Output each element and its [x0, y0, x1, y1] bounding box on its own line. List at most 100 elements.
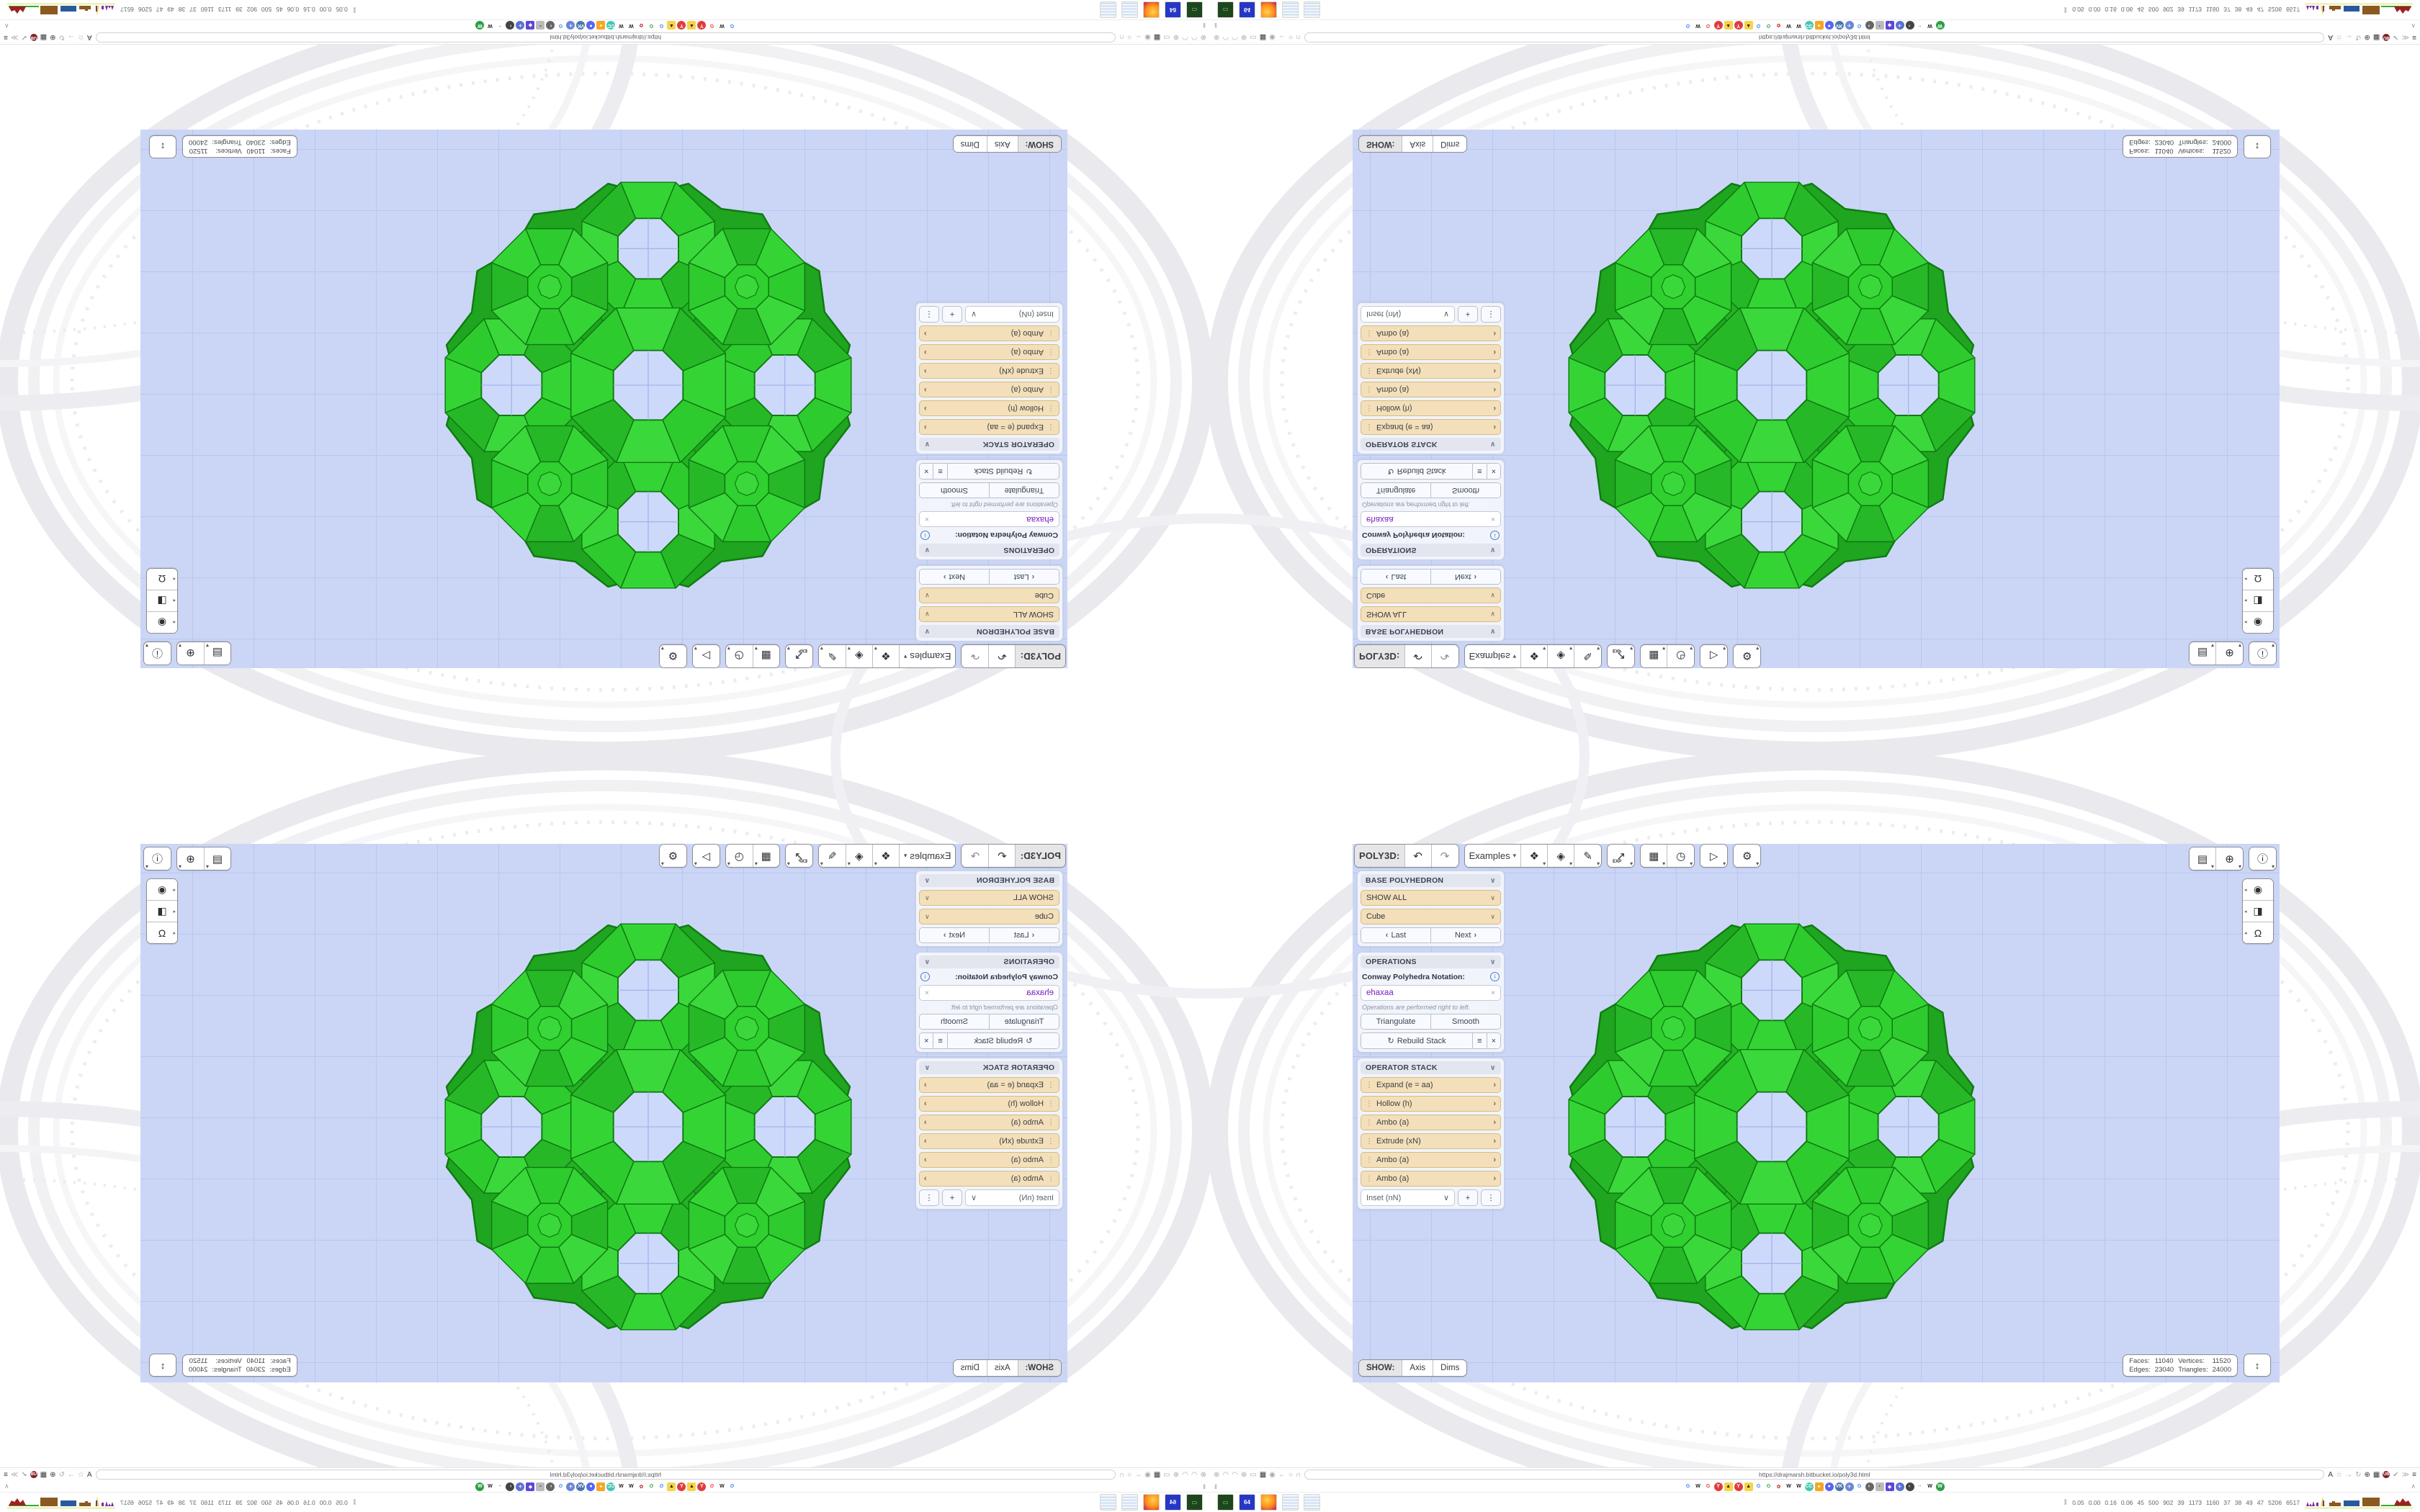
shortcut-firefox[interactable] — [1260, 1, 1277, 18]
snap-magnet-button[interactable]: ◂ Ω — [147, 922, 177, 943]
zoom-icon[interactable]: ⊕ — [1240, 1470, 1247, 1479]
back-arrow-icon[interactable]: ← — [1278, 1470, 1286, 1479]
export-button[interactable]: ↗ EXP ▾ — [1608, 645, 1635, 667]
operator-stack-item[interactable]: ⋮ Hollow (h) › — [1361, 1096, 1501, 1112]
redo-button[interactable]: ↷ — [1431, 845, 1458, 867]
history-clock-icon[interactable]: ◷ ▾ — [1667, 645, 1695, 667]
bookmark-favicon[interactable]: ∙∙ — [1915, 21, 1924, 30]
notation-edit-icon[interactable]: ✎ ▾ — [818, 845, 846, 867]
settings-gear-icon[interactable]: ⚙ ▾ — [1734, 645, 1761, 667]
shortcut-floppy-64[interactable]: 64 — [1239, 1494, 1255, 1511]
dims-toggle-button[interactable]: Dims — [1433, 1360, 1467, 1376]
site-globe-icon[interactable]: ⊕ — [1200, 33, 1206, 42]
zoom-icon[interactable]: ⊕ — [1240, 33, 1247, 42]
back-arrow-icon[interactable]: ← — [1278, 33, 1286, 42]
visibility-eye-button[interactable]: ◂ ◉ — [147, 611, 177, 633]
bookmark-favicon[interactable]: VK — [576, 1482, 586, 1491]
bookmark-favicon[interactable]: ✿ — [1774, 21, 1783, 30]
ublock-badge-icon[interactable]: UB — [2383, 34, 2390, 41]
settings-gear-icon[interactable]: ⚙ ▾ — [1734, 845, 1761, 867]
url-field[interactable]: https://drajmarsh.bitbucket.io/poly3d.ht… — [95, 32, 1116, 42]
operator-stack-item[interactable]: ⋮ Extrude (xN) › — [919, 1133, 1059, 1149]
thumbs-up-icon[interactable]: ✔ — [2393, 33, 2399, 42]
fit-view-button[interactable]: ↕ — [149, 1354, 176, 1377]
triangulate-button[interactable]: Triangulate — [989, 483, 1059, 498]
menu-icon[interactable]: ≡ — [4, 33, 8, 42]
redo-button[interactable]: ↷ — [1431, 645, 1458, 667]
show-all-select[interactable]: SHOW ALL ∨ — [1361, 606, 1501, 622]
reload-icon[interactable]: ↻ — [58, 33, 65, 42]
shortcut-notepad[interactable] — [1121, 1, 1138, 18]
bookmark-favicon[interactable]: ✈ — [566, 21, 575, 30]
ublock-badge-icon[interactable]: UB — [2383, 1471, 2390, 1478]
expand-chevrons-icon[interactable]: ∧ ∧ — [352, 6, 357, 14]
more-chevron-icon[interactable]: ≫ — [10, 33, 19, 42]
shortcut-green-app[interactable]: ▭ — [1186, 1494, 1203, 1511]
add-operator-button[interactable]: + — [942, 1189, 962, 1206]
forward-icon[interactable]: ◠ — [1182, 33, 1188, 42]
last-button[interactable]: ‹ Last — [989, 570, 1059, 584]
folder-icon[interactable]: ▭ — [1250, 1470, 1257, 1479]
clear-input-icon[interactable]: × — [1491, 515, 1495, 523]
star-icon[interactable]: ☆ — [2336, 1470, 2343, 1479]
url-field[interactable]: https://drajmarsh.bitbucket.io/poly3d.ht… — [1304, 1470, 2325, 1480]
bookmark-favicon[interactable]: ✈ — [1895, 1482, 1904, 1491]
folder-icon[interactable]: ▭ — [1250, 33, 1257, 42]
bookmark-favicon[interactable]: G — [657, 1482, 666, 1491]
info-icon[interactable]: i — [920, 972, 930, 981]
dims-toggle-button[interactable]: Dims — [1433, 136, 1467, 152]
operator-stack-item[interactable]: ⋮ Extrude (xN) › — [1361, 363, 1501, 379]
schedule-icon[interactable]: ▤ ▾ — [2190, 847, 2216, 870]
globe-icon[interactable]: ⊕ — [50, 1470, 56, 1479]
reset-view-icon[interactable]: ❖ ▾ — [871, 845, 899, 867]
redo-button[interactable]: ↷ — [962, 845, 989, 867]
model-select[interactable]: Cube ∨ — [1361, 909, 1501, 924]
trash-icon[interactable]: ▦ — [1153, 33, 1161, 42]
thumbs-up-icon[interactable]: ✔ — [2393, 1470, 2399, 1479]
bookmark-favicon[interactable]: ◐ — [546, 21, 555, 30]
undo-button[interactable]: ↶ — [1404, 845, 1432, 867]
operator-stack-item[interactable]: ⋮ Ambo (a) › — [919, 325, 1059, 341]
schedule-icon[interactable]: ▤ ▾ — [204, 642, 230, 665]
collapse-chevron-icon[interactable]: ∧ — [4, 1482, 9, 1490]
back-arrow-icon[interactable]: ← — [1134, 33, 1142, 42]
bookmark-favicon[interactable]: ✈ — [516, 1482, 525, 1491]
bookmark-favicon[interactable]: W — [475, 21, 485, 30]
table-icon[interactable]: ▦ ▾ — [752, 645, 779, 667]
zoom-icon[interactable]: ⊕ — [1173, 33, 1180, 42]
translate-icon[interactable]: A — [86, 1470, 92, 1479]
bookmark-favicon[interactable]: ▲ — [667, 1482, 676, 1491]
animate-polyhedron-icon[interactable]: ◈ ▾ — [845, 645, 872, 667]
clear-input-icon[interactable]: × — [1491, 989, 1495, 997]
trash-icon[interactable]: ▦ — [1153, 1470, 1161, 1479]
bookmark-favicon[interactable]: ▪ — [1875, 21, 1884, 30]
more-options-button[interactable]: ⋮ — [919, 1189, 939, 1206]
bookmark-favicon[interactable]: ✈ — [1895, 21, 1904, 30]
shortcut-green-app[interactable]: ▭ — [1186, 1, 1203, 18]
table-icon[interactable]: ▦ ▾ — [752, 845, 779, 867]
reload-icon[interactable]: ↻ — [2355, 33, 2362, 42]
bookmark-favicon[interactable]: ◐ — [506, 1482, 515, 1491]
expand-chevrons-icon[interactable]: ∧ ∧ — [2063, 6, 2068, 14]
forward-icon[interactable]: ◠ — [1232, 33, 1238, 42]
schedule-icon[interactable]: ▤ ▾ — [2190, 642, 2216, 665]
model-select[interactable]: Cube ∨ — [919, 588, 1059, 603]
notation-input[interactable]: ehaxaa × — [1361, 511, 1501, 527]
play-icon[interactable]: ▷ ▾ — [1700, 645, 1728, 667]
export-button[interactable]: ↗ EXP ▾ — [1608, 845, 1635, 867]
lock-icon[interactable]: ∩ — [1119, 1470, 1125, 1479]
bookmark-favicon[interactable]: ◆ — [526, 21, 535, 30]
info-icon[interactable]: i — [920, 531, 930, 540]
smooth-button[interactable]: Smooth — [1431, 1014, 1500, 1029]
bookmark-favicon[interactable]: ▲ — [1744, 21, 1753, 30]
operator-stack-item[interactable]: ⋮ Hollow (h) › — [1361, 400, 1501, 416]
shield-outline-icon[interactable]: ○ — [1127, 33, 1132, 42]
reset-view-icon[interactable]: ❖ ▾ — [871, 645, 899, 667]
bookmark-favicon[interactable]: CC — [606, 1482, 616, 1491]
animate-polyhedron-icon[interactable]: ◈ ▾ — [1548, 845, 1575, 867]
globe-icon[interactable]: ⊕ — [2364, 1470, 2370, 1479]
smooth-button[interactable]: Smooth — [920, 1014, 989, 1029]
bookmark-favicon[interactable]: ◆ — [1885, 1482, 1894, 1491]
bookmark-favicon[interactable]: ● — [586, 21, 596, 30]
operator-stack-item[interactable]: ⋮ Extrude (xN) › — [919, 363, 1059, 379]
